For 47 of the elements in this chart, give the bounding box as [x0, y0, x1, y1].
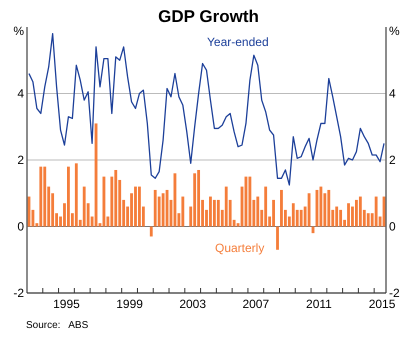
bar — [339, 210, 342, 226]
y-tick-label: -2 — [13, 286, 24, 300]
bar — [358, 196, 362, 226]
y-tick-label: 2 — [17, 153, 24, 168]
bar — [347, 203, 350, 226]
bar — [174, 173, 176, 226]
x-tick-label: 1995 — [53, 297, 80, 311]
y-tick-label: 4 — [17, 86, 24, 101]
bar — [244, 176, 248, 226]
x-tick-label: 2007 — [242, 297, 270, 311]
x-tick-label: 2011 — [306, 297, 332, 311]
bar — [193, 173, 196, 226]
bar — [197, 170, 200, 226]
bar — [102, 176, 106, 226]
bar — [209, 196, 212, 226]
chart-title: GDP Growth — [158, 7, 259, 26]
y2-tick-label: 2 — [389, 153, 396, 168]
y2-axis-title: % — [389, 24, 400, 38]
x-tick-label: 1999 — [116, 297, 144, 311]
y-axis-title: % — [13, 24, 24, 38]
y2-tick-label: 4 — [389, 86, 396, 101]
bar — [374, 196, 378, 226]
source-note: Source: ABS — [26, 320, 89, 331]
bar — [162, 193, 165, 226]
bar — [382, 196, 386, 226]
bar — [272, 200, 275, 226]
bar — [312, 226, 314, 234]
bar — [134, 186, 137, 226]
y2-tick-label: 0 — [389, 220, 396, 234]
bar — [354, 200, 358, 226]
y-tick-label: 0 — [17, 220, 24, 234]
bar — [94, 123, 98, 226]
series-label: Year-ended — [207, 35, 269, 49]
bar — [138, 186, 141, 226]
bar — [308, 193, 310, 226]
bar — [319, 186, 322, 226]
bar — [166, 190, 168, 226]
bar — [216, 200, 220, 226]
bar — [316, 190, 318, 226]
bar — [276, 226, 279, 250]
bar — [248, 176, 252, 226]
bar — [280, 190, 283, 226]
bar — [67, 166, 70, 226]
line-series — [28, 33, 385, 186]
x-tick-label: 2003 — [179, 297, 206, 311]
series-label: Quarterly — [215, 241, 264, 255]
bar — [212, 200, 216, 226]
